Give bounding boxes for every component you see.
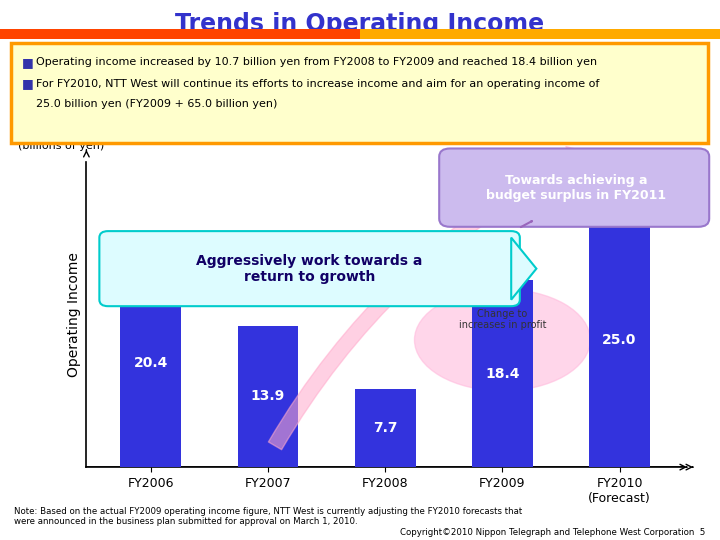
Bar [238, 326, 299, 467]
Text: 25.0: 25.0 [603, 333, 636, 347]
Text: Trends in Operating Income: Trends in Operating Income [176, 12, 544, 36]
Text: 20.4: 20.4 [134, 356, 168, 370]
Text: Towards achieving a
budget surplus in FY2011: Towards achieving a budget surplus in FY… [486, 174, 666, 202]
Y-axis label: Operating Income: Operating Income [67, 252, 81, 377]
Bar [355, 389, 415, 467]
FancyArrowPatch shape [269, 146, 588, 450]
Text: 13.9: 13.9 [251, 389, 285, 403]
Bar [120, 260, 181, 467]
Text: 18.4: 18.4 [485, 367, 520, 381]
Text: 25.0 billion yen (FY2009 + 65.0 billion yen): 25.0 billion yen (FY2009 + 65.0 billion … [36, 99, 277, 109]
Bar [472, 280, 533, 467]
Bar [589, 213, 650, 467]
Text: Copyright©2010 Nippon Telegraph and Telephone West Corporation  5: Copyright©2010 Nippon Telegraph and Tele… [400, 528, 706, 537]
Text: Aggressively work towards a
return to growth: Aggressively work towards a return to gr… [197, 254, 423, 284]
Text: 7.7: 7.7 [373, 421, 397, 435]
Text: Change to
increases in profit: Change to increases in profit [459, 309, 546, 330]
Text: ■: ■ [22, 77, 33, 90]
Ellipse shape [415, 289, 590, 391]
Text: (billions of yen): (billions of yen) [18, 141, 104, 151]
Text: Operating income increased by 10.7 billion yen from FY2008 to FY2009 and reached: Operating income increased by 10.7 billi… [36, 57, 597, 67]
Text: ■: ■ [22, 56, 33, 69]
Text: Note: Based on the actual FY2009 operating income figure, NTT West is currently : Note: Based on the actual FY2009 operati… [14, 507, 523, 526]
Text: For FY2010, NTT West will continue its efforts to increase income and aim for an: For FY2010, NTT West will continue its e… [36, 79, 599, 89]
